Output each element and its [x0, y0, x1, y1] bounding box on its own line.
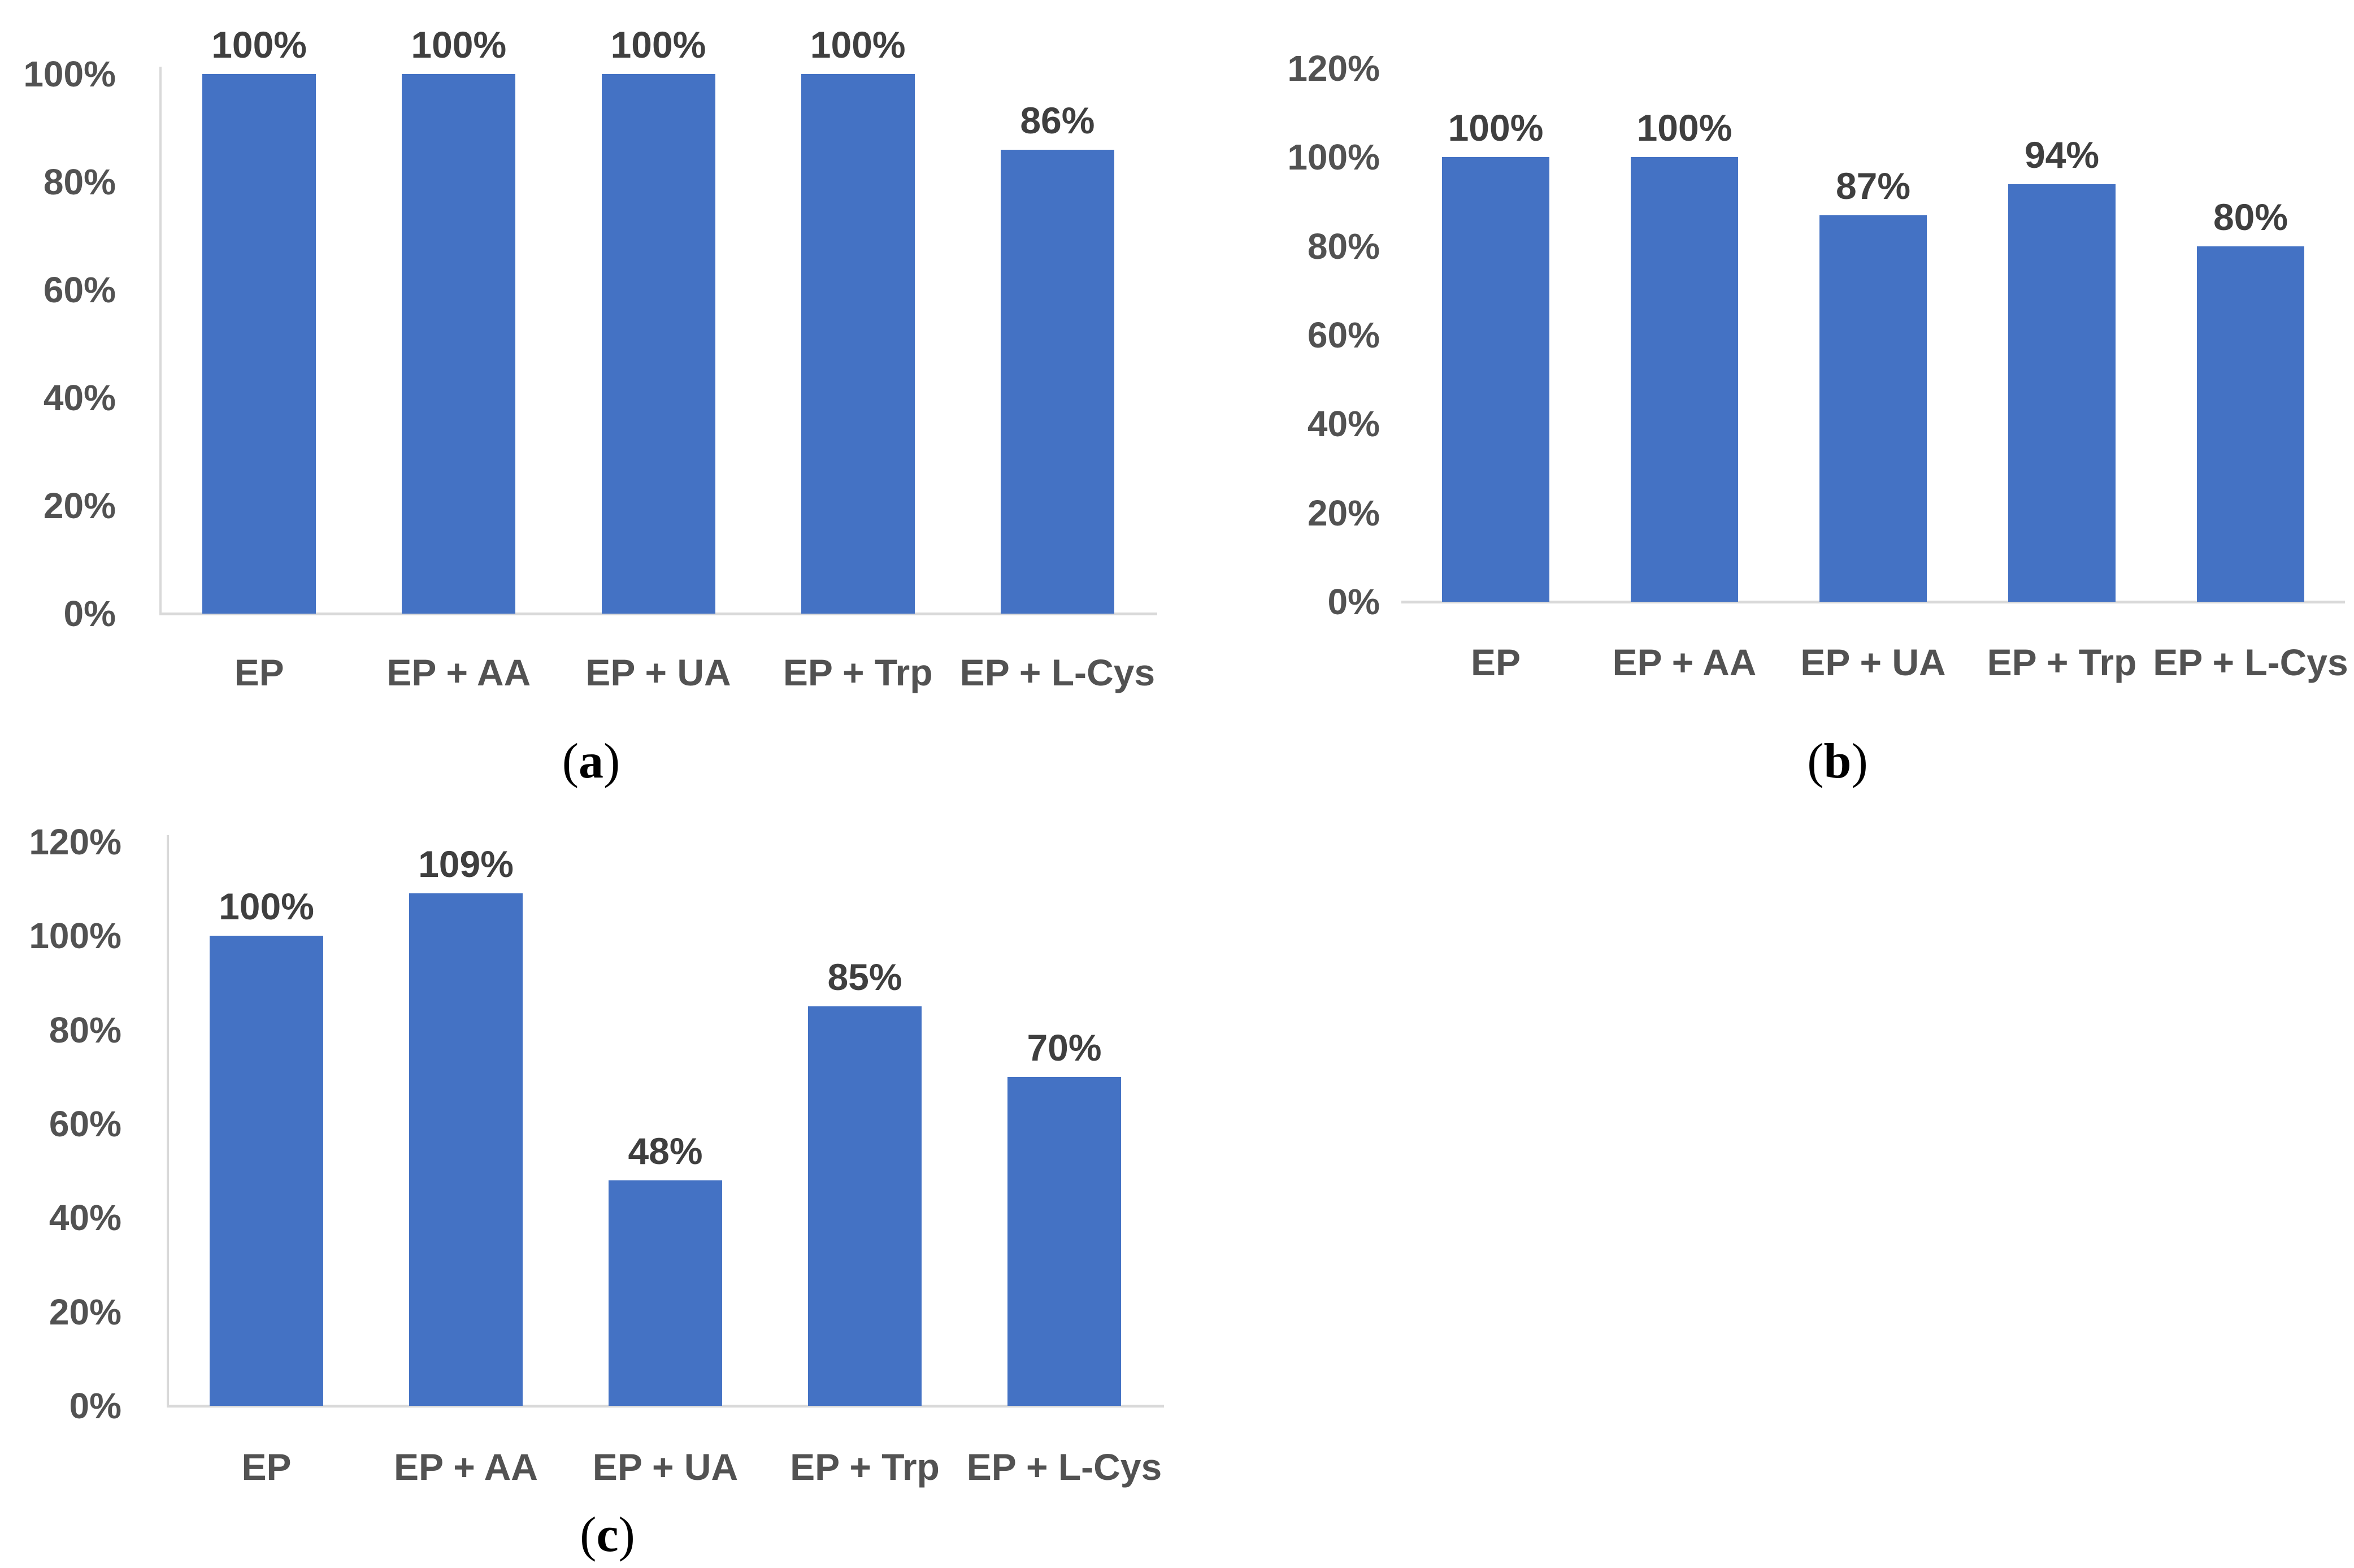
bar-ep-aa	[1631, 157, 1738, 602]
y-tick-label: 40%	[43, 377, 116, 418]
y-tick-label: 60%	[49, 1104, 121, 1144]
x-tick-label: EP	[1470, 641, 1521, 683]
x-tick-label: EP + AA	[386, 651, 531, 693]
y-tick-label: 40%	[1307, 403, 1380, 445]
x-tick-label: EP + Trp	[1987, 641, 2137, 683]
bar-ep-l-cys	[2197, 246, 2304, 602]
x-tick-label: EP + L-Cys	[966, 1446, 1162, 1488]
x-tick-label: EP + Trp	[790, 1446, 940, 1488]
bar-ep-l-cys	[1000, 149, 1114, 614]
value-label: 85%	[827, 956, 902, 998]
caption-open-paren: (	[580, 1508, 597, 1562]
x-tick-label: EP + AA	[1612, 641, 1757, 683]
x-tick-label: EP + L-Cys	[959, 651, 1156, 693]
x-tick-label: EP + UA	[585, 651, 731, 693]
caption-close-paren: )	[1851, 734, 1868, 789]
y-tick-label: 80%	[43, 162, 116, 202]
value-label: 100%	[1636, 107, 1732, 149]
value-label: 100%	[219, 885, 314, 928]
x-tick-label: EP	[234, 651, 284, 693]
y-tick-label: 80%	[49, 1009, 121, 1050]
value-label: 86%	[1020, 99, 1095, 141]
value-label: 109%	[418, 843, 514, 885]
y-tick-label: 100%	[1287, 137, 1380, 178]
x-tick-label: EP + AA	[394, 1446, 538, 1488]
caption-letter: b	[1823, 734, 1852, 789]
y-tick-label: 20%	[43, 485, 116, 526]
x-axis-line	[167, 1405, 1164, 1408]
bar-ep-aa	[409, 893, 523, 1406]
x-axis-line	[159, 613, 1157, 615]
y-tick-label: 20%	[49, 1291, 121, 1332]
caption-open-paren: (	[1807, 734, 1824, 789]
y-tick-label: 0%	[63, 593, 116, 634]
bar-ep	[210, 936, 323, 1406]
value-label: 100%	[810, 24, 906, 66]
y-tick-label: 60%	[43, 270, 116, 310]
bar-ep-trp	[801, 74, 915, 614]
x-tick-label: EP + Trp	[783, 651, 933, 693]
y-axis-line	[167, 835, 169, 1406]
y-tick-label: 0%	[1327, 581, 1380, 622]
y-axis-line	[159, 67, 162, 614]
caption-close-paren: )	[603, 734, 620, 789]
bar-ep-ua	[1819, 215, 1927, 602]
value-label: 100%	[411, 24, 507, 66]
caption-close-paren: )	[618, 1508, 635, 1562]
y-tick-label: 100%	[23, 54, 116, 94]
value-label: 100%	[211, 24, 307, 66]
value-label: 70%	[1027, 1026, 1102, 1069]
bar-ep-ua	[609, 1180, 722, 1406]
x-tick-label: EP + L-Cys	[2153, 641, 2348, 683]
y-tick-label: 40%	[49, 1197, 121, 1239]
bar-ep-ua	[601, 74, 715, 614]
caption-letter: a	[579, 734, 603, 789]
bar-ep-aa	[402, 74, 516, 614]
y-tick-label: 60%	[1307, 315, 1380, 355]
y-tick-label: 100%	[29, 915, 121, 957]
y-tick-label: 0%	[69, 1385, 122, 1426]
panel-b-caption: (b)	[1725, 729, 1951, 794]
x-tick-label: EP	[241, 1446, 292, 1488]
value-label: 94%	[2024, 133, 2100, 176]
bar-ep-l-cys	[1007, 1076, 1121, 1406]
y-tick-label: 120%	[1287, 48, 1380, 89]
caption-open-paren: (	[562, 734, 579, 789]
value-label: 48%	[628, 1130, 703, 1172]
value-label: 100%	[1448, 107, 1544, 149]
panel-a-caption: (a)	[478, 729, 704, 794]
x-tick-label: EP + UA	[592, 1446, 739, 1488]
y-tick-label: 120%	[29, 822, 121, 862]
caption-letter: c	[596, 1508, 619, 1562]
x-tick-label: EP + UA	[1800, 641, 1946, 683]
bar-ep-trp	[2008, 184, 2116, 602]
bar-ep	[202, 74, 316, 614]
bar-ep	[1442, 157, 1549, 602]
x-axis-line	[1401, 601, 2345, 603]
value-label: 100%	[610, 24, 706, 66]
bar-ep-trp	[808, 1006, 922, 1406]
y-tick-label: 80%	[1307, 225, 1380, 267]
value-label: 87%	[1835, 164, 1911, 207]
panel-c-caption: (c)	[494, 1502, 720, 1568]
y-tick-label: 20%	[1307, 492, 1380, 533]
value-label: 80%	[2213, 196, 2288, 238]
